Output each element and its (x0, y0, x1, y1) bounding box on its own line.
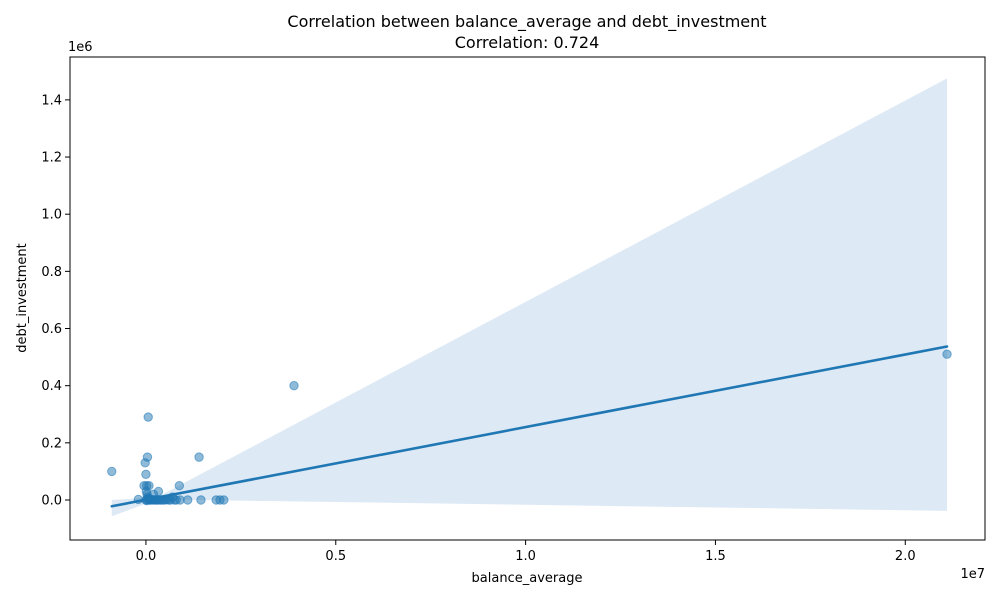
data-point (141, 469, 151, 479)
data-point (182, 495, 193, 505)
y-axis-ticks: 0.0 0.2 0.4 0.6 0.8 1.0 1.2 1.4 (41, 93, 70, 508)
regression-line-layer (110, 345, 949, 508)
x-tick-label: 0.5 (325, 549, 346, 564)
data-point (174, 480, 185, 491)
plot-frame (69, 56, 986, 541)
x-tick-label: 1.0 (515, 549, 536, 564)
data-point (143, 412, 153, 422)
regression-line (110, 345, 949, 508)
x-tick-label: 1.5 (705, 549, 726, 564)
data-point (219, 495, 229, 505)
x-tick-label: 0.0 (136, 549, 157, 564)
chart-subtitle: Correlation: 0.724 (455, 33, 600, 52)
data-point (194, 452, 204, 462)
y-tick-label: 0.4 (41, 379, 62, 394)
confidence-band (111, 78, 948, 517)
data-point (196, 495, 206, 505)
confidence-band-layer (111, 78, 948, 517)
x-axis-label: balance_average (472, 571, 583, 586)
x-tick-label: 2.0 (895, 549, 916, 564)
data-point (142, 452, 153, 462)
y-offset-label: 1e6 (68, 40, 93, 55)
y-tick-label: 1.4 (41, 93, 62, 108)
x-offset-label: 1e7 (960, 567, 985, 582)
y-tick-label: 0.2 (41, 436, 62, 451)
data-point (153, 486, 164, 497)
y-tick-label: 0.6 (41, 322, 62, 337)
data-point (289, 380, 299, 391)
data-points-layer (107, 349, 952, 506)
y-tick-label: 1.0 (41, 208, 62, 223)
y-tick-label: 0.8 (41, 265, 62, 280)
y-tick-label: 1.2 (41, 151, 62, 166)
data-point (942, 349, 952, 359)
x-axis-ticks: 0.0 0.5 1.0 1.5 2.0 (136, 540, 916, 564)
y-axis-label: debt_investment (15, 243, 30, 353)
data-point (107, 466, 117, 477)
chart-title: Correlation between balance_average and … (287, 12, 766, 32)
y-tick-label: 0.0 (41, 493, 62, 508)
